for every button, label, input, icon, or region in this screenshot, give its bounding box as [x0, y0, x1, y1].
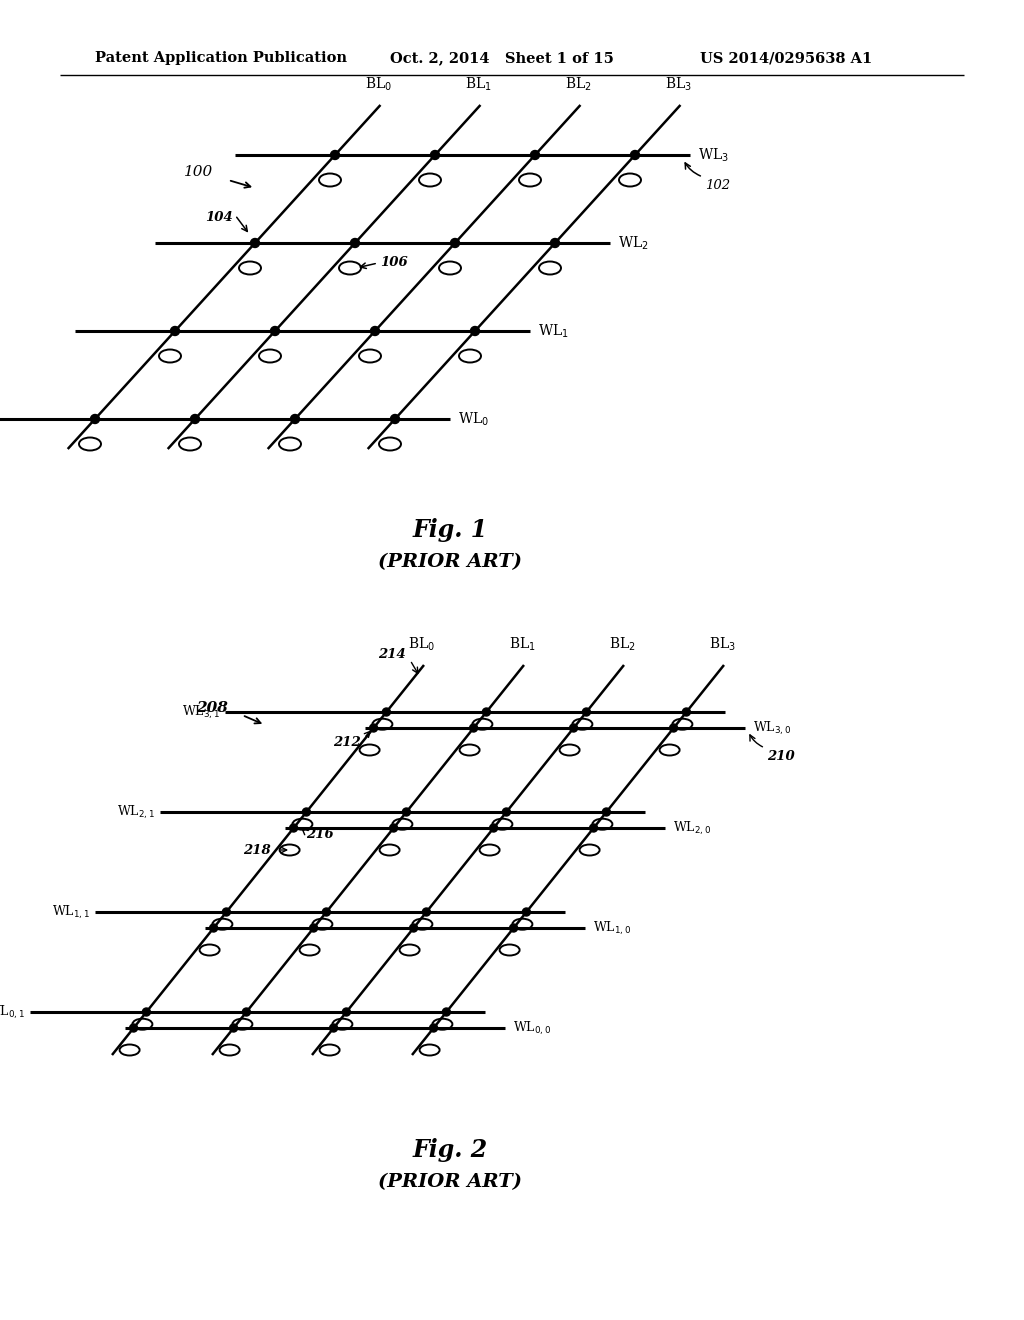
Circle shape [422, 908, 430, 916]
Circle shape [430, 150, 439, 160]
Circle shape [670, 723, 678, 733]
Circle shape [190, 414, 200, 424]
Text: 104: 104 [205, 211, 233, 224]
Text: 102: 102 [705, 180, 730, 191]
Text: Oct. 2, 2014   Sheet 1 of 15: Oct. 2, 2014 Sheet 1 of 15 [390, 51, 613, 65]
Text: WL$_{0,1}$: WL$_{0,1}$ [0, 1003, 25, 1020]
Circle shape [590, 824, 598, 832]
Circle shape [522, 908, 530, 916]
Text: 216: 216 [306, 828, 334, 841]
Text: WL$_2$: WL$_2$ [618, 235, 649, 252]
Circle shape [330, 1024, 338, 1032]
Text: WL$_{1,0}$: WL$_{1,0}$ [593, 919, 632, 937]
Circle shape [331, 150, 340, 160]
Circle shape [470, 326, 479, 335]
Circle shape [142, 1008, 151, 1016]
Circle shape [370, 723, 378, 733]
Circle shape [130, 1024, 137, 1032]
Text: WL$_{2,0}$: WL$_{2,0}$ [673, 820, 712, 837]
Text: 214: 214 [378, 648, 406, 661]
Circle shape [530, 150, 540, 160]
Circle shape [551, 239, 559, 248]
Text: BL$_1$: BL$_1$ [509, 636, 536, 653]
Text: WL$_{3,1}$: WL$_{3,1}$ [182, 704, 220, 721]
Text: (PRIOR ART): (PRIOR ART) [378, 553, 522, 572]
Text: BL$_3$: BL$_3$ [709, 636, 735, 653]
Circle shape [569, 723, 578, 733]
Circle shape [430, 1024, 437, 1032]
Text: BL$_2$: BL$_2$ [608, 636, 635, 653]
Circle shape [290, 824, 298, 832]
Circle shape [583, 708, 591, 715]
Circle shape [510, 924, 517, 932]
Circle shape [222, 908, 230, 916]
Circle shape [309, 924, 317, 932]
Circle shape [90, 414, 99, 424]
Circle shape [210, 924, 217, 932]
Text: 210: 210 [767, 750, 795, 763]
Circle shape [482, 708, 490, 715]
Text: WL$_3$: WL$_3$ [698, 147, 729, 164]
Circle shape [682, 708, 690, 715]
Circle shape [270, 326, 280, 335]
Text: 100: 100 [183, 165, 213, 180]
Text: WL$_{3,0}$: WL$_{3,0}$ [753, 719, 792, 737]
Text: BL$_2$: BL$_2$ [565, 75, 592, 92]
Circle shape [631, 150, 640, 160]
Circle shape [602, 808, 610, 816]
Circle shape [451, 239, 460, 248]
Text: Fig. 2: Fig. 2 [413, 1138, 487, 1162]
Circle shape [229, 1024, 238, 1032]
Circle shape [390, 414, 399, 424]
Circle shape [323, 908, 331, 916]
Circle shape [503, 808, 510, 816]
Circle shape [402, 808, 411, 816]
Text: WL$_{1,1}$: WL$_{1,1}$ [52, 903, 90, 921]
Circle shape [410, 924, 418, 932]
Text: BL$_0$: BL$_0$ [409, 636, 435, 653]
Circle shape [251, 239, 259, 248]
Circle shape [171, 326, 179, 335]
Circle shape [371, 326, 380, 335]
Text: Fig. 1: Fig. 1 [413, 517, 487, 543]
Text: 212: 212 [333, 735, 361, 748]
Text: WL$_1$: WL$_1$ [538, 322, 569, 339]
Circle shape [302, 808, 310, 816]
Text: BL$_0$: BL$_0$ [365, 75, 392, 92]
Text: 208: 208 [197, 701, 228, 715]
Circle shape [350, 239, 359, 248]
Text: WL$_0$: WL$_0$ [458, 411, 489, 428]
Text: BL$_3$: BL$_3$ [665, 75, 692, 92]
Text: 106: 106 [380, 256, 408, 268]
Circle shape [291, 414, 299, 424]
Text: Patent Application Publication: Patent Application Publication [95, 51, 347, 65]
Circle shape [442, 1008, 451, 1016]
Text: (PRIOR ART): (PRIOR ART) [378, 1173, 522, 1191]
Circle shape [243, 1008, 251, 1016]
Text: WL$_{0,0}$: WL$_{0,0}$ [513, 1019, 551, 1036]
Circle shape [470, 723, 477, 733]
Circle shape [342, 1008, 350, 1016]
Circle shape [489, 824, 498, 832]
Circle shape [389, 824, 397, 832]
Text: US 2014/0295638 A1: US 2014/0295638 A1 [700, 51, 872, 65]
Text: WL$_{2,1}$: WL$_{2,1}$ [117, 804, 155, 821]
Circle shape [382, 708, 390, 715]
Text: 218: 218 [244, 843, 271, 857]
Text: BL$_1$: BL$_1$ [465, 75, 492, 92]
